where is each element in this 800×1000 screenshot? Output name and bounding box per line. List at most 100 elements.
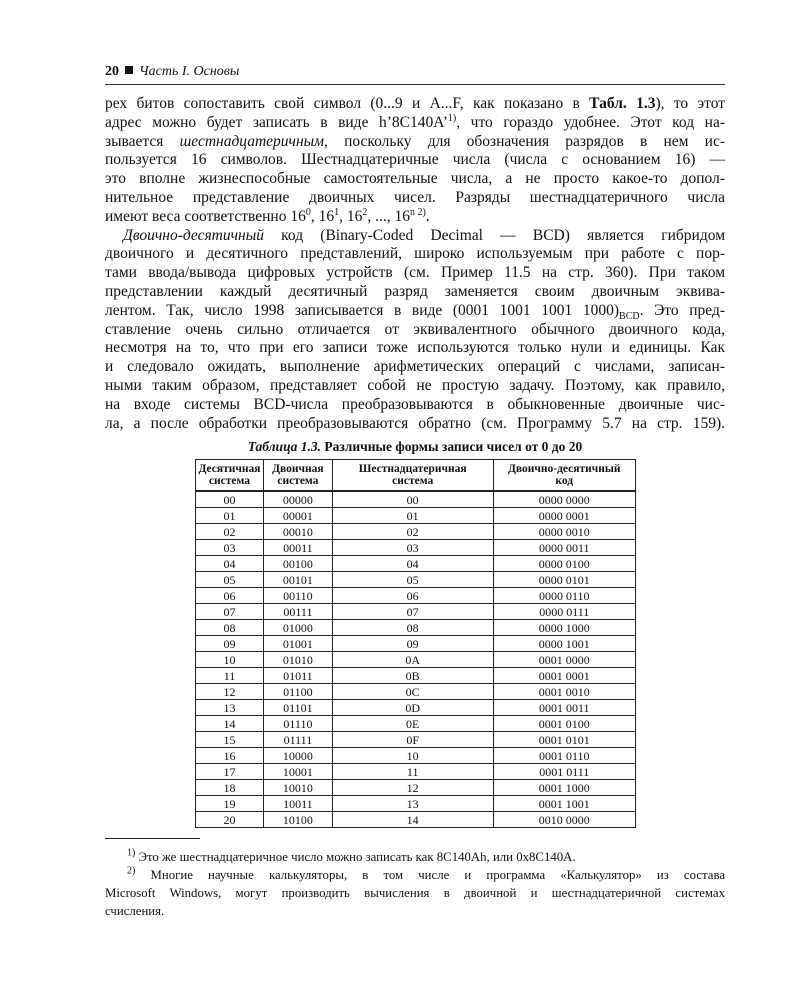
table-cell: 04: [331, 555, 494, 573]
table-caption-text: Различные формы записи чисел от 0 до 20: [320, 439, 583, 455]
table-cell: 00: [195, 490, 264, 509]
script-text: 2: [362, 206, 368, 218]
text-line: имеют веса соответственно 160, 161, 162,…: [105, 206, 725, 227]
table-cell: 0001 0000: [492, 651, 636, 669]
table-cell: 06: [331, 587, 494, 605]
text-run: несмотря на то, что при его записи тоже …: [105, 339, 725, 357]
table-cell: 14: [331, 811, 494, 829]
table-cell: 19: [195, 795, 264, 813]
table-row: 06 00110 06 0000 0110: [195, 587, 636, 605]
table-row: 00 00000 00 0000 0000: [195, 490, 636, 509]
table-cell: 00010: [262, 523, 333, 541]
table-cell: 06: [195, 587, 264, 605]
table-cell: 09: [331, 635, 494, 653]
table-cell: 0B: [331, 667, 494, 685]
table-cell: 01001: [262, 635, 333, 653]
table-caption-label: Таблица 1.3.: [247, 439, 321, 455]
table-cell: 04: [195, 555, 264, 573]
text-line: пользуется 16 символов. Шестнадцатеричны…: [105, 151, 725, 170]
column-header: Двоичная система: [262, 459, 333, 493]
table-cell: 0010 0000: [492, 811, 636, 829]
table-cell: 10000: [262, 747, 333, 765]
text-line: двоичного и десятичного представлений, ш…: [105, 245, 725, 264]
text-line: зывается шестнадцатеричным, поскольку дл…: [105, 133, 725, 152]
paragraph-bcd: Двоично-десятичный код (Binary-Coded Dec…: [105, 227, 725, 434]
table-cell: 10: [195, 651, 264, 669]
script-text: BCD: [619, 310, 640, 322]
table-cell: 20: [195, 811, 264, 829]
text-run: Microsoft Windows, могут производить выч…: [105, 886, 725, 901]
table-cell: 12: [195, 683, 264, 701]
column-header-text: система: [208, 475, 251, 488]
table-row: 15 01111 0F 0001 0101: [195, 731, 636, 749]
table-cell: 0000 0100: [492, 555, 636, 573]
table-cell: 11: [331, 763, 494, 781]
column-header: Двоично-десятичный код: [492, 459, 636, 493]
table-cell: 0000 0010: [492, 523, 636, 541]
table-row: 11 01011 0B 0001 0001: [195, 667, 636, 685]
text-run: Двоично-десятичный: [123, 226, 264, 244]
text-run: ставление очень сильно отличается от экв…: [105, 320, 725, 338]
table-cell: 0000 1001: [492, 635, 636, 653]
table-cell: 10011: [262, 795, 333, 813]
table-cell: 13: [195, 699, 264, 717]
table-cell: 09: [195, 635, 264, 653]
column-header-text: Десятичная: [198, 463, 261, 476]
table-cell: 03: [331, 539, 494, 557]
column-header-text: Двоично-десятичный: [508, 463, 621, 476]
table-cell: 11: [195, 667, 264, 685]
table-cell: 0001 1000: [492, 779, 636, 797]
table-row: 13 01101 0D 0001 0011: [195, 699, 636, 717]
text-run: Это же шестнадцатеричное число можно зап…: [135, 850, 576, 865]
table-cell: 0000 0001: [492, 507, 636, 525]
text-run: и следовало ожидать, выполнение арифмети…: [105, 358, 725, 376]
script-text: 1): [127, 848, 136, 860]
text-run: код (Binary-Coded Decimal — BCD) являетс…: [263, 226, 725, 244]
column-header-text: Шестнадцатеричная: [358, 463, 467, 476]
text-run: двоичного и десятичного представлений, ш…: [105, 245, 725, 263]
table-cell: 05: [195, 571, 264, 589]
text-line: счисления.: [105, 902, 725, 920]
table-cell: 16: [195, 747, 264, 765]
table-cell: 01010: [262, 651, 333, 669]
table-row: 07 00111 07 0000 0111: [195, 603, 636, 621]
table-cell: 0001 0011: [492, 699, 636, 717]
text-run: , 16: [310, 207, 335, 225]
table-cell: 05: [331, 571, 494, 589]
table-cell: 12: [331, 779, 494, 797]
text-run: , поскольку для обозначения разрядов в н…: [324, 132, 725, 150]
table-cell: 00100: [262, 555, 333, 573]
table-cell: 01011: [262, 667, 333, 685]
column-header: Десятичная система: [195, 459, 264, 493]
paragraph-hex: рех битов сопоставить свой символ (0...9…: [105, 95, 725, 227]
script-text: 1: [334, 206, 340, 218]
table-header-row: Десятичная система Двоичная система Шестнадц…: [195, 459, 636, 493]
text-run: .: [425, 207, 430, 225]
text-run: пользуется 16 символов. Шестнадцатеричны…: [105, 151, 725, 169]
table-row: 17 10001 11 0001 0111: [195, 763, 636, 781]
table-row: 04 00100 04 0000 0100: [195, 555, 636, 573]
table-cell: 01000: [262, 619, 333, 637]
text-run: , ..., 16: [367, 207, 410, 225]
text-run: ными таким образом, представляет собой н…: [105, 376, 725, 394]
table-cell: 10100: [262, 811, 333, 829]
table-row: 01 00001 01 0000 0001: [195, 507, 636, 525]
table-cell: 0000 0101: [492, 571, 636, 589]
running-header: 20 Часть I. Основы: [105, 62, 725, 85]
text-run: рех битов сопоставить свой символ (0...9…: [105, 95, 590, 112]
text-run: счисления.: [105, 904, 165, 919]
table-cell: 0A: [331, 651, 494, 669]
table-row: 05 00101 05 0000 0101: [195, 571, 636, 589]
script-text: 2): [127, 866, 136, 878]
text-run: Многие научные калькуляторы, в том числе…: [135, 868, 725, 883]
text-run: , 16: [339, 207, 363, 225]
table-cell: 01: [331, 507, 494, 525]
table-cell: 0001 0100: [492, 715, 636, 733]
text-line: нительное представление двоичных чисел. …: [105, 189, 725, 208]
text-run: , что гораздо удобнее. Этот код на-: [456, 113, 725, 131]
table-cell: 0001 0101: [492, 731, 636, 749]
script-text: 0: [305, 206, 311, 218]
book-page: 20 Часть I. Основы рех битов сопоставить …: [105, 62, 725, 920]
table-cell: 07: [195, 603, 264, 621]
table-cell: 02: [331, 523, 494, 541]
